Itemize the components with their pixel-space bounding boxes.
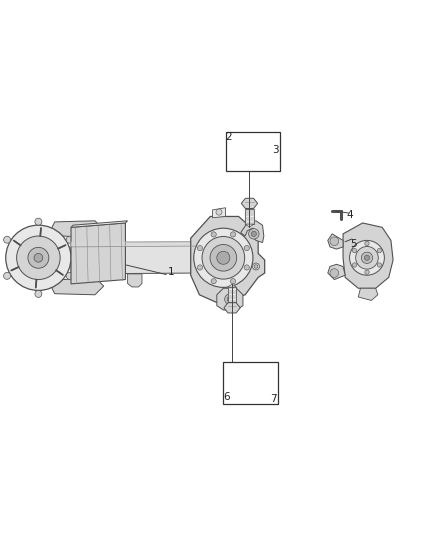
Bar [226, 132, 280, 171]
Circle shape [217, 251, 230, 264]
Polygon shape [241, 198, 258, 208]
Text: 5: 5 [350, 239, 357, 249]
Text: 4: 4 [346, 210, 353, 220]
Ellipse shape [254, 158, 260, 159]
Polygon shape [245, 209, 254, 224]
Text: 7: 7 [271, 394, 277, 404]
Circle shape [251, 231, 256, 237]
Circle shape [377, 263, 381, 267]
Circle shape [198, 246, 203, 251]
Polygon shape [328, 234, 343, 249]
Circle shape [365, 241, 369, 246]
Circle shape [216, 209, 222, 215]
Circle shape [253, 263, 259, 270]
Polygon shape [191, 216, 265, 303]
Polygon shape [48, 277, 104, 295]
Polygon shape [71, 221, 127, 228]
Ellipse shape [248, 386, 261, 390]
Text: 3: 3 [272, 146, 279, 155]
Circle shape [352, 248, 357, 253]
Circle shape [352, 263, 357, 267]
Circle shape [35, 218, 42, 225]
Circle shape [34, 254, 43, 262]
Text: 1: 1 [168, 266, 174, 277]
Circle shape [230, 232, 236, 237]
Polygon shape [71, 241, 197, 274]
Polygon shape [254, 159, 261, 162]
Polygon shape [251, 377, 258, 389]
Polygon shape [358, 288, 378, 301]
Polygon shape [343, 223, 393, 288]
Circle shape [225, 294, 235, 304]
Circle shape [17, 236, 60, 279]
Circle shape [377, 248, 381, 253]
Circle shape [35, 290, 42, 297]
Polygon shape [241, 221, 264, 243]
Text: 6: 6 [223, 392, 230, 402]
Circle shape [244, 265, 249, 270]
Ellipse shape [251, 156, 264, 160]
Circle shape [66, 236, 73, 243]
Circle shape [210, 245, 237, 271]
Circle shape [230, 279, 236, 284]
Circle shape [365, 270, 369, 274]
Polygon shape [71, 223, 125, 284]
Text: 2: 2 [225, 132, 232, 142]
Ellipse shape [252, 387, 258, 389]
Circle shape [356, 246, 378, 269]
Circle shape [211, 279, 216, 284]
Polygon shape [224, 303, 240, 313]
Polygon shape [228, 284, 237, 287]
Circle shape [330, 237, 339, 246]
Polygon shape [127, 274, 142, 287]
Polygon shape [48, 221, 104, 238]
Circle shape [202, 237, 245, 279]
Polygon shape [248, 368, 261, 376]
Polygon shape [251, 389, 258, 392]
Circle shape [227, 296, 233, 302]
Circle shape [194, 228, 253, 287]
Circle shape [6, 225, 71, 290]
Bar [223, 362, 278, 403]
Circle shape [28, 247, 49, 268]
Polygon shape [217, 288, 243, 310]
Circle shape [66, 272, 73, 279]
Polygon shape [228, 287, 237, 302]
Circle shape [249, 229, 259, 239]
Circle shape [244, 246, 249, 251]
Circle shape [198, 265, 203, 270]
Circle shape [350, 240, 385, 275]
Polygon shape [254, 147, 261, 159]
Polygon shape [245, 224, 254, 227]
Circle shape [361, 252, 373, 263]
Circle shape [364, 255, 370, 261]
Polygon shape [328, 264, 345, 279]
Circle shape [4, 272, 11, 279]
Circle shape [330, 269, 339, 277]
Polygon shape [71, 241, 197, 246]
Polygon shape [212, 208, 226, 218]
Circle shape [254, 265, 258, 268]
Polygon shape [251, 138, 264, 147]
Circle shape [4, 236, 11, 243]
Circle shape [211, 232, 216, 237]
